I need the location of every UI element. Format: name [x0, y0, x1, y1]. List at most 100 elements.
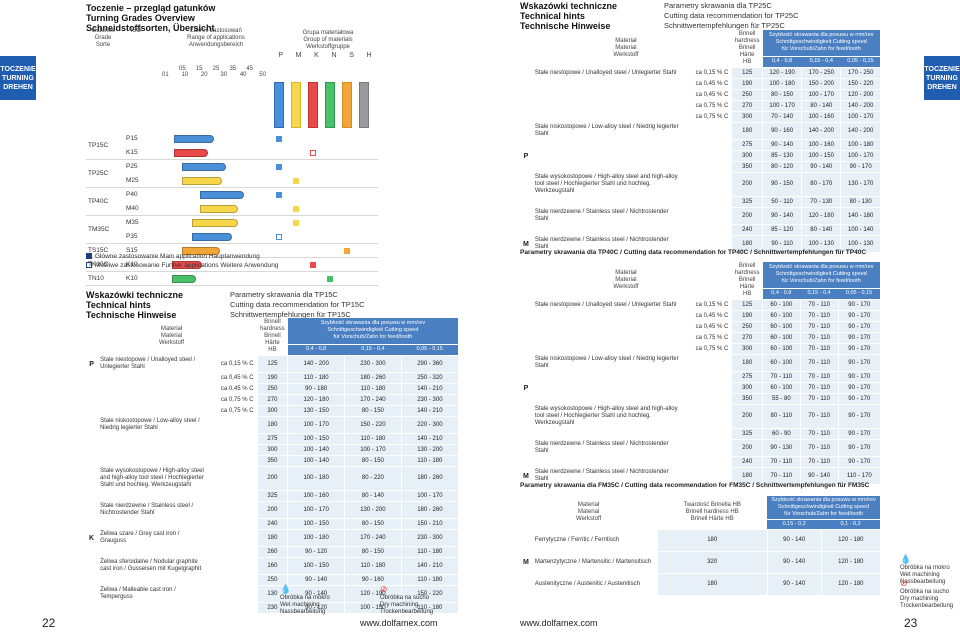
cutting-speed: 80 - 150 — [344, 405, 402, 417]
brinell-hardness: 300 — [731, 382, 763, 394]
carbon-content — [681, 161, 732, 173]
cutting-speed: 110 - 170 — [837, 467, 880, 485]
material-name — [531, 150, 682, 162]
cutting-speed: 90 - 170 — [837, 321, 880, 333]
brinell-hardness: 180 — [256, 416, 288, 434]
further-square-icon — [86, 262, 92, 269]
feed-header: 0,05 - 0,15 — [838, 288, 880, 301]
table-row: Stale niskostopowe / Low-alloy steel / N… — [86, 416, 458, 434]
cutting-speed: 110 - 180 — [287, 372, 345, 384]
main-application-square — [344, 248, 350, 254]
section-tab[interactable]: TOCZENIE TURNING DREHEN — [924, 56, 960, 100]
cutting-speed: 70 - 110 — [762, 456, 801, 468]
main-application-square — [293, 220, 299, 226]
carbon-content — [681, 196, 732, 208]
brinell-hardness: 230 — [256, 602, 288, 614]
group-letter — [520, 456, 532, 468]
table-row: 325 50 - 110 70 - 130 80 - 130 — [520, 196, 880, 208]
grade-row: TN10 K10 — [86, 272, 378, 286]
cutting-speed: 130 - 150 — [287, 405, 345, 417]
main-application-square — [293, 178, 299, 184]
legend-main: Główne zastosowanie Main application Hau… — [95, 253, 260, 260]
cutting-speed: 100 - 140 — [287, 455, 345, 467]
group-letter — [86, 405, 98, 417]
carbon-content — [681, 467, 732, 485]
group-letter — [86, 546, 98, 558]
grade-name: TM35C — [88, 226, 110, 233]
cutting-speed: 100 - 150 — [287, 433, 345, 445]
brinell-hardness: 180 — [656, 529, 768, 552]
brinell-hardness: 300 — [256, 444, 288, 456]
table-row: P 300 60 - 100 70 - 110 90 - 170 — [520, 382, 880, 394]
carbon-content: ca 0,45 % C — [681, 310, 732, 322]
cutting-speed: 100 - 170 — [287, 416, 345, 434]
table-row: Stale wysokostopowe / High-alloy steel a… — [520, 404, 880, 429]
table-row: 250 90 - 140 90 - 160 110 - 180 — [86, 574, 458, 586]
carbon-content — [681, 456, 732, 468]
carbon-content: ca 0,15 % C — [207, 355, 258, 373]
carbon-content: ca 0,45 % C — [681, 89, 732, 101]
page-title: Toczenie – przegląd gatunków Turning Gra… — [86, 3, 216, 33]
range-col-header: Zakres zastosowań Range of applications … — [187, 28, 245, 48]
table-row: Stale wysokostopowe / High-alloy steel a… — [86, 466, 458, 491]
table-row: 300 100 - 140 100 - 170 130 - 200 — [86, 444, 458, 456]
main-application-square — [276, 136, 282, 142]
cutting-speed: 150 - 220 — [344, 416, 402, 434]
material-name — [531, 111, 682, 123]
material-name: Stale niskostopowe / Low-alloy steel / N… — [97, 416, 208, 434]
material-name — [97, 383, 208, 395]
page-number: 23 — [904, 616, 918, 630]
cutting-speed: 100 - 140 — [287, 444, 345, 456]
dry-machining: ⊘ Obróbka na sucho Dry machining Trockenbe… — [380, 584, 434, 616]
group-letter — [86, 574, 98, 586]
water-drop-icon: 💧 — [900, 554, 912, 564]
cutting-speed: 60 - 100 — [762, 382, 801, 394]
carbon-content — [681, 371, 732, 383]
cutting-speed: 90 - 160 — [344, 574, 402, 586]
cutting-speed: 80 - 150 — [344, 455, 402, 467]
brinell-hardness: 240 — [256, 518, 288, 530]
carbon-content — [681, 122, 732, 140]
cutting-speed: 90 - 130 — [762, 439, 801, 457]
footer-url[interactable]: www.dolfamex.com — [520, 618, 598, 628]
table-row: Stale niskostopowe / Low-alloy steel / N… — [520, 122, 880, 140]
footer-url[interactable]: www.dolfamex.com — [360, 618, 438, 628]
grade-row: TS15C S15 — [86, 244, 378, 258]
group-letter — [520, 393, 532, 405]
grade-row: TP15C P15 K15 — [86, 132, 378, 160]
cutting-speed: 110 - 180 — [400, 455, 458, 467]
brinell-hardness: 180 — [656, 573, 768, 596]
cutting-speed: 180 - 260 — [344, 372, 402, 384]
brinell-hardness: 190 — [731, 78, 763, 90]
tab-label: DREHEN — [3, 83, 33, 91]
material-name — [531, 456, 682, 468]
table-row: M Stale nierdzewne / Stainless steel / Ni… — [520, 467, 880, 485]
cutting-speed: 250 - 320 — [400, 372, 458, 384]
group-h-strip — [359, 82, 369, 128]
material-name: Stale nierdzewne / Stainless steel / Nic… — [531, 235, 682, 253]
brinell-hardness: 300 — [731, 343, 763, 355]
section-tab[interactable]: TOCZENIE TURNING DREHEN — [0, 56, 36, 100]
cutting-speed: 80 - 110 — [762, 404, 801, 429]
cutting-speed: 90 - 170 — [837, 332, 880, 344]
group-letter — [86, 518, 98, 530]
material-name: Stale niestopowe / Unalloyed steel / Unl… — [531, 299, 682, 311]
brinell-hardness: 320 — [656, 551, 768, 574]
grade-col-header: Gatunek Grade Sorte — [91, 28, 115, 48]
material-name — [97, 372, 208, 384]
dry-cross-icon: ⊘ — [380, 584, 388, 594]
cutting-speed: 170 - 240 — [344, 394, 402, 406]
cutting-speed: 60 - 100 — [762, 332, 801, 344]
cutting-speed: 90 - 170 — [837, 343, 880, 355]
carbon-content — [207, 518, 258, 530]
application-range-bar — [174, 135, 214, 143]
group-letter — [86, 602, 98, 614]
cutting-speed: 170 - 250 — [840, 67, 880, 79]
application-range-bar — [182, 247, 220, 255]
brinell-hardness: 190 — [731, 310, 763, 322]
table-row: M Stale nierdzewne / Stainless steel / Ni… — [520, 235, 880, 253]
cutting-speed: 290 - 360 — [400, 355, 458, 373]
group-letter — [86, 416, 98, 434]
cutting-speed: 80 - 170 — [801, 172, 841, 197]
feed-header: 0,4 - 0,8 — [287, 344, 345, 357]
